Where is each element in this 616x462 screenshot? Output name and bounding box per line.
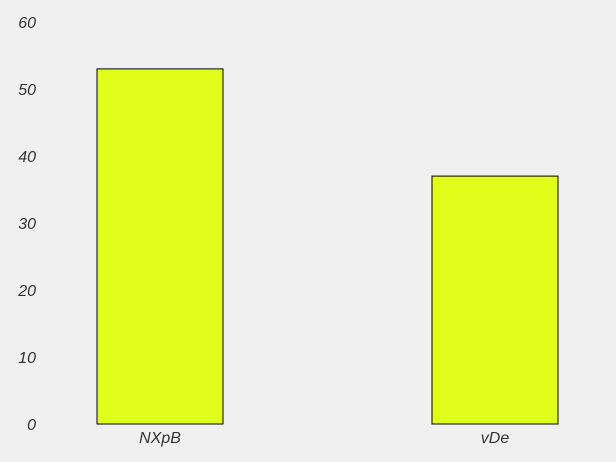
- y-tick-label: 50: [18, 82, 36, 99]
- bar-series: [96, 68, 559, 425]
- y-tick-label: 20: [17, 283, 36, 300]
- y-tick-label: 30: [18, 216, 36, 233]
- y-tick-label: 0: [27, 417, 36, 434]
- x-axis-tick-labels: NXpB vDe: [139, 430, 509, 447]
- y-tick-label: 40: [18, 149, 36, 166]
- bar-nxpb: [96, 68, 224, 425]
- y-axis-tick-labels: 0 10 20 30 40 50 60: [17, 15, 36, 434]
- bar-vde: [431, 175, 559, 425]
- x-tick-label: vDe: [481, 430, 510, 447]
- x-tick-label: NXpB: [139, 430, 181, 447]
- y-tick-label: 60: [18, 15, 36, 32]
- y-tick-label: 10: [18, 350, 36, 367]
